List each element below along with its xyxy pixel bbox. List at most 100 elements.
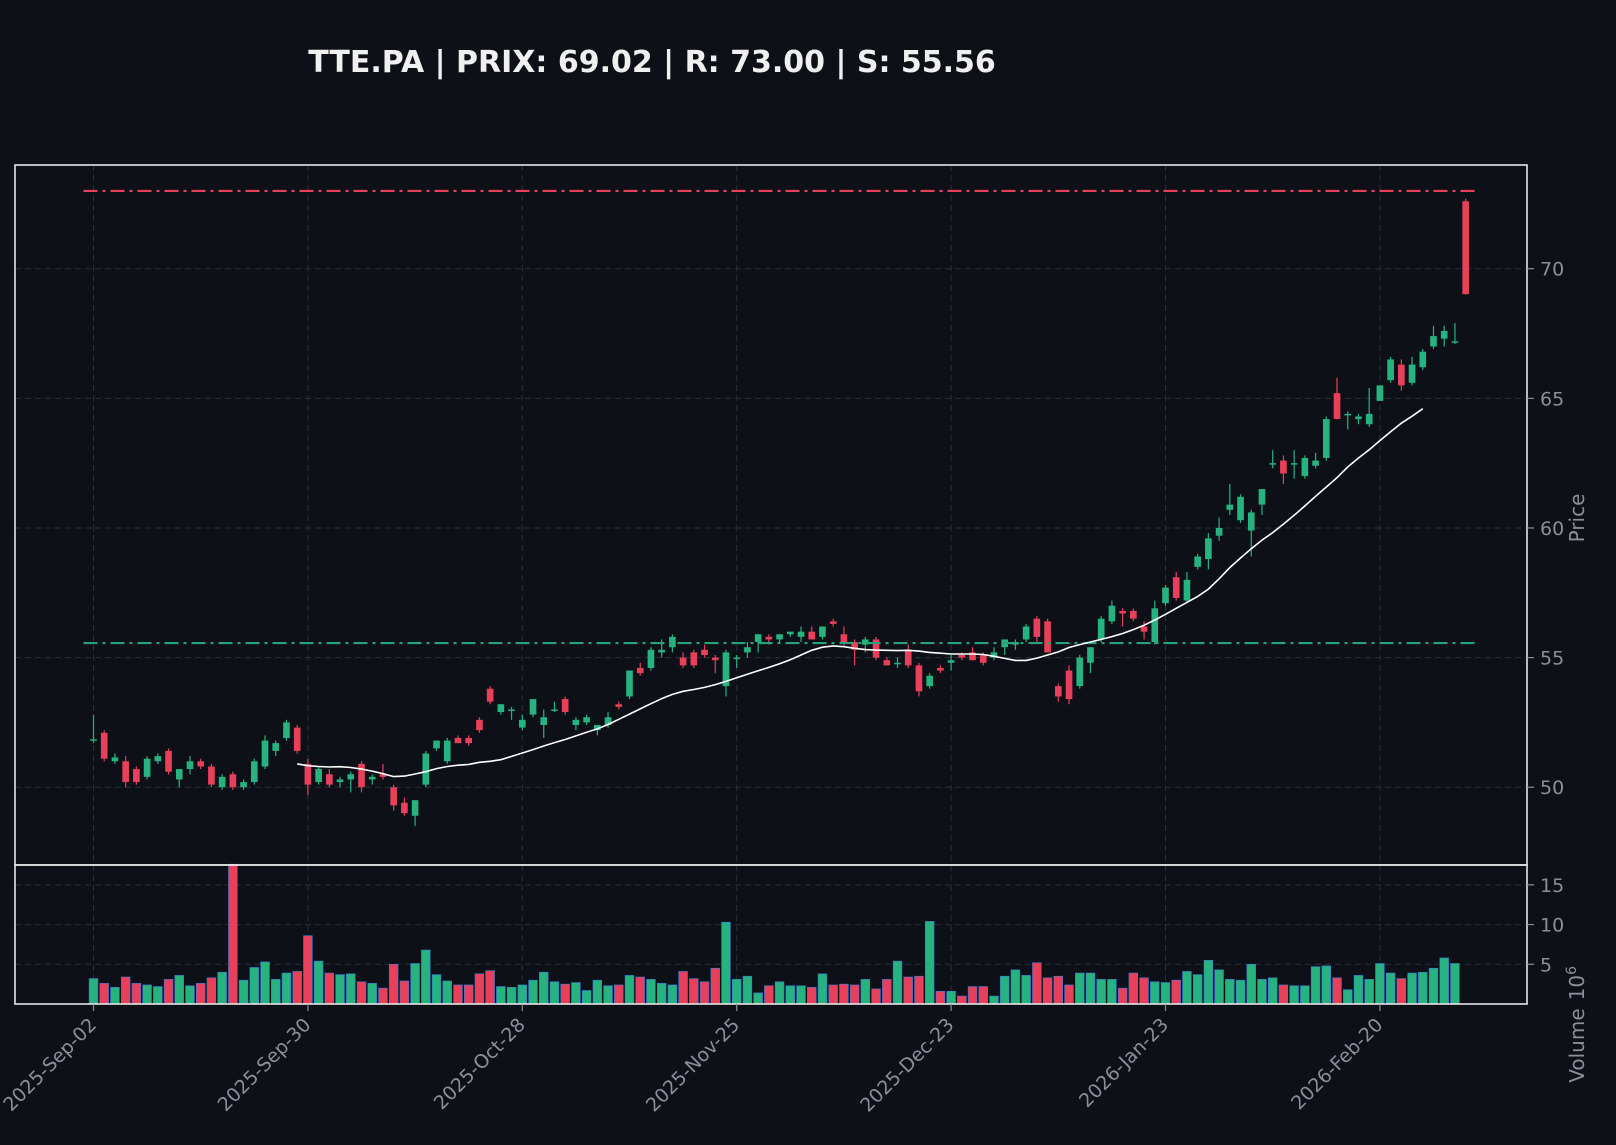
volume-bar <box>260 961 270 1005</box>
candle-body <box>283 722 290 738</box>
candle-body <box>1054 686 1062 697</box>
candle-body <box>872 639 880 658</box>
candle-body <box>293 727 301 751</box>
candle-body <box>133 769 140 783</box>
volume-tick-label: 10 <box>1540 915 1564 937</box>
candle-body <box>1344 413 1352 416</box>
volume-bar <box>517 984 527 1005</box>
volume-bar <box>603 985 613 1005</box>
volume-bar <box>903 976 913 1005</box>
candle-body <box>1076 657 1084 687</box>
candle-body <box>390 787 397 806</box>
volume-bar <box>346 973 356 1005</box>
candle-body <box>1322 419 1330 458</box>
price-tick-label: 50 <box>1540 777 1564 799</box>
volume-bar <box>732 979 742 1005</box>
volume-bar <box>539 971 549 1005</box>
volume-bar <box>1246 963 1256 1005</box>
candle-body <box>894 662 901 665</box>
volume-bar <box>206 977 217 1005</box>
candle-body <box>379 774 387 777</box>
candle-body <box>1226 504 1234 510</box>
volume-bar <box>1107 979 1117 1005</box>
chart-title: TTE.PA | PRIX: 69.02 | R: 73.00 | S: 55.… <box>308 45 996 80</box>
volume-bar <box>581 990 592 1005</box>
volume-bar <box>281 972 292 1005</box>
candle-body <box>465 737 473 744</box>
candle-body <box>926 675 933 687</box>
volume-bar <box>624 975 635 1005</box>
volume-bar <box>1042 977 1053 1005</box>
volume-bar <box>571 982 581 1005</box>
volume-bar <box>1396 978 1407 1005</box>
volume-bar <box>238 979 249 1005</box>
candle-body <box>433 740 440 749</box>
candle-body <box>626 670 633 697</box>
candle-body <box>862 639 869 645</box>
candle-body <box>969 652 976 661</box>
volume-bar <box>1375 963 1385 1005</box>
volume-bar <box>967 986 978 1005</box>
volume-bar <box>828 984 838 1005</box>
candle-body <box>111 757 119 762</box>
candle-body <box>583 717 590 723</box>
volume-bar <box>185 985 195 1005</box>
candle-body <box>208 766 215 785</box>
volume-bar <box>614 984 624 1005</box>
volume-bar <box>1321 965 1331 1005</box>
volume-bar <box>817 973 828 1005</box>
candle-body <box>529 699 537 715</box>
candle-body <box>165 750 172 772</box>
volume-bar <box>1182 971 1192 1005</box>
candle-body <box>454 737 462 744</box>
volume-bar <box>1278 984 1289 1005</box>
candle-body <box>1205 538 1212 560</box>
candle-body <box>1333 393 1341 420</box>
volume-bar <box>228 863 238 1005</box>
volume-bar <box>1418 971 1428 1005</box>
volume-bar <box>1439 957 1449 1005</box>
volume-bar <box>1096 979 1106 1005</box>
candle-body <box>1440 330 1448 339</box>
candle-body <box>744 647 751 653</box>
volume-bar <box>1139 977 1149 1005</box>
candle-body <box>411 800 419 816</box>
volume-bar <box>689 978 699 1005</box>
candle-body <box>915 665 923 692</box>
volume-bar <box>292 971 302 1005</box>
candle-body <box>1194 556 1201 567</box>
volume-bar <box>1257 979 1267 1005</box>
volume-bar <box>142 984 152 1005</box>
candle-body <box>561 699 569 713</box>
volume-bar <box>978 986 988 1005</box>
candle-body <box>1087 647 1094 663</box>
candle-body <box>840 634 848 643</box>
candle-body <box>947 660 955 663</box>
volume-bar <box>356 981 367 1005</box>
price-tick-label: 60 <box>1540 518 1564 540</box>
volume-bar <box>1021 975 1031 1005</box>
candle-body <box>90 739 97 741</box>
volume-bar <box>367 983 377 1005</box>
volume-tick-label: 15 <box>1540 875 1564 897</box>
moving-average-line <box>297 408 1424 778</box>
volume-bar <box>313 960 324 1005</box>
volume-bar <box>410 963 420 1005</box>
candle-body <box>336 779 344 783</box>
candle-body <box>754 634 762 643</box>
candle-body <box>272 743 280 751</box>
volume-bar <box>153 986 163 1005</box>
price-axis-label: Price <box>1565 494 1589 543</box>
candle-body <box>1365 413 1373 425</box>
volume-bar <box>1214 969 1224 1005</box>
candle-body <box>990 652 998 658</box>
candle-body <box>1022 626 1030 640</box>
volume-bar <box>957 995 967 1005</box>
volume-bar <box>914 975 924 1005</box>
volume-bar <box>796 985 806 1005</box>
volume-bar <box>196 983 206 1005</box>
candle-body <box>100 732 108 759</box>
volume-bar <box>635 976 645 1005</box>
volume-bar <box>699 981 710 1005</box>
candle-body <box>979 655 987 663</box>
